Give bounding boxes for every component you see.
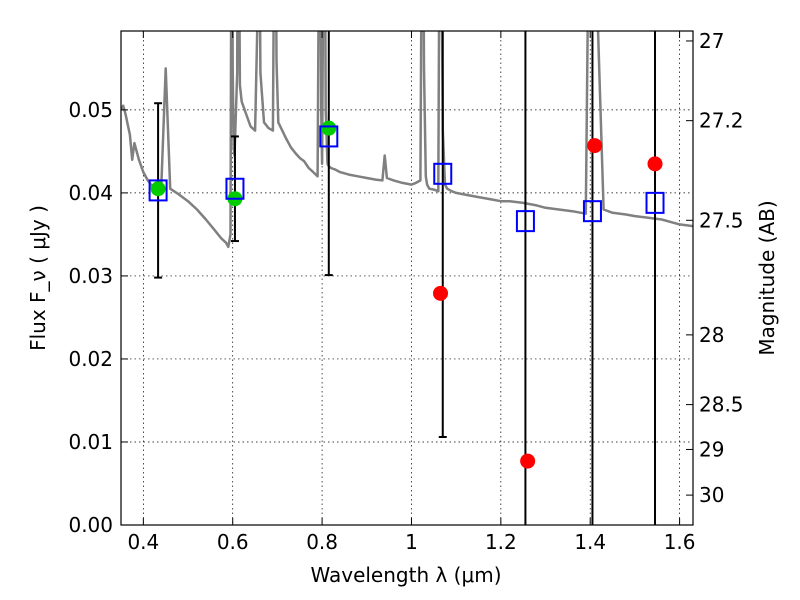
data-point-square bbox=[515, 210, 535, 233]
y2-tick-label: 27.2 bbox=[699, 109, 744, 133]
x-axis-label: Wavelength λ (μm) bbox=[310, 563, 501, 587]
x-tick-label: 0.4 bbox=[127, 530, 159, 554]
y2-tick-label: 27 bbox=[699, 29, 724, 53]
y2-tick-label: 29 bbox=[699, 437, 724, 461]
x-tick-label: 1.6 bbox=[664, 530, 696, 554]
y2-tick-label: 27.5 bbox=[699, 208, 744, 232]
data-point-square bbox=[225, 177, 245, 200]
x-tick-label: 1.4 bbox=[574, 530, 606, 554]
data-point-circle bbox=[150, 181, 166, 197]
x-tick-label: 1.2 bbox=[485, 530, 517, 554]
y-tick-label: 0.01 bbox=[68, 430, 113, 454]
y-tick-label: 0.02 bbox=[68, 347, 113, 371]
photometry-markers bbox=[148, 120, 665, 469]
x-tick-label: 0.8 bbox=[306, 530, 338, 554]
plot-area bbox=[121, 31, 693, 525]
data-point-square bbox=[645, 191, 665, 214]
spectrum-line bbox=[121, 31, 693, 249]
y2-tick-label: 28.5 bbox=[699, 393, 744, 417]
data-point-square bbox=[582, 200, 602, 223]
y-tick-label: 0.03 bbox=[68, 264, 113, 288]
model-spectrum bbox=[121, 31, 693, 249]
data-point-circle bbox=[587, 138, 603, 154]
data-point-square bbox=[433, 162, 453, 185]
x-tick-label: 1 bbox=[405, 530, 418, 554]
data-point-circle bbox=[321, 120, 337, 136]
y-tick-label: 0.05 bbox=[68, 98, 113, 122]
data-point-square bbox=[319, 125, 339, 148]
y2-tick-label: 28 bbox=[699, 323, 724, 347]
data-point-square bbox=[148, 179, 168, 202]
axis-ticks: 0.4 0.6 0.8 1 1.2 1.4 1.6 0.00 0.01 0.02 0.03 0.04 0… bbox=[68, 29, 743, 554]
data-point-circle bbox=[433, 285, 449, 301]
y2-axis-label: Magnitude (AB) bbox=[755, 200, 779, 355]
y-tick-label: 0.00 bbox=[68, 513, 113, 537]
y-tick-label: 0.04 bbox=[68, 181, 113, 205]
plot-frame bbox=[120, 30, 694, 526]
y-axis-label: Flux F_ν ( μJy ) bbox=[26, 205, 50, 351]
data-point-circle bbox=[520, 453, 536, 469]
y2-tick-label: 30 bbox=[699, 483, 724, 507]
data-point-circle bbox=[647, 156, 663, 172]
x-tick-label: 0.6 bbox=[217, 530, 249, 554]
